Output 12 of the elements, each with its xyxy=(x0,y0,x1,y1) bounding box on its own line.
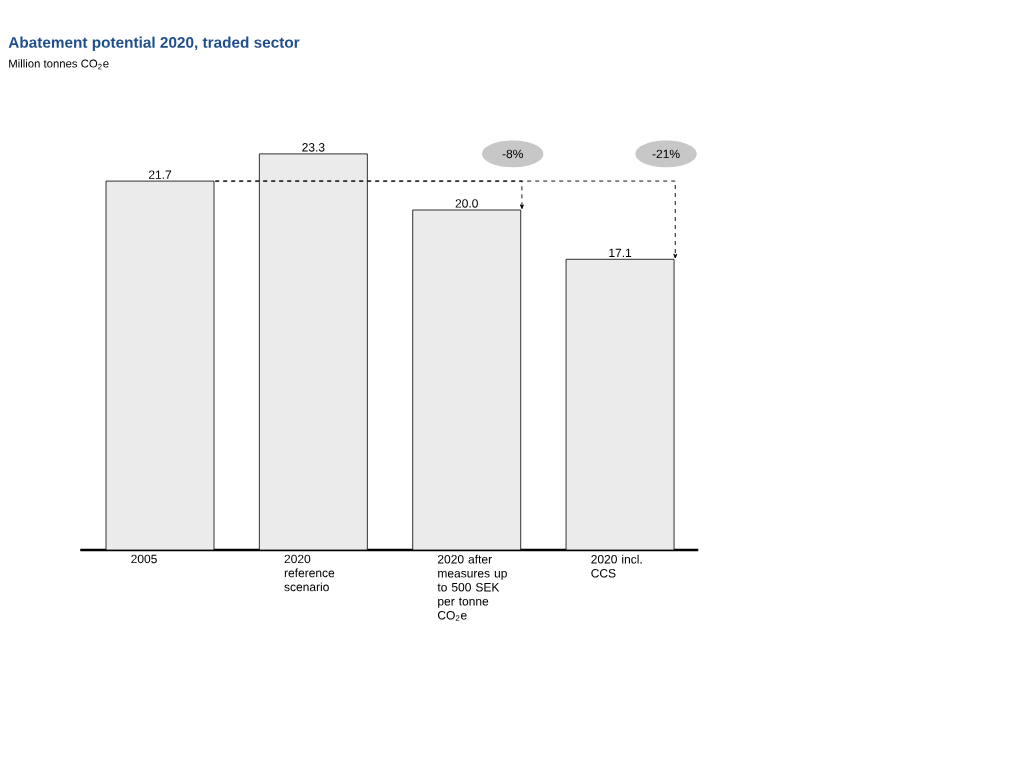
annotation: -21% xyxy=(652,149,680,159)
x-tick-label: 2020 after measures up to 500 SEK per tonne CO$_{2}$e xyxy=(437,554,507,621)
x-tick-label: 2020 reference scenario xyxy=(284,554,335,592)
data-label: 17.1 xyxy=(609,248,632,258)
chart-title: Abatement potential 2020, traded sector xyxy=(8,36,300,51)
data-label: 23.3 xyxy=(302,143,325,152)
chart-subtitle: Million tonnes CO$_{2}$e xyxy=(9,59,109,70)
data-label: 20.0 xyxy=(455,199,478,208)
x-tick-label: 2005 xyxy=(131,554,157,564)
data-label: 21.7 xyxy=(148,170,172,179)
annotation: -8% xyxy=(502,149,523,159)
x-tick-label: 2020 incl. CCS xyxy=(591,554,642,578)
